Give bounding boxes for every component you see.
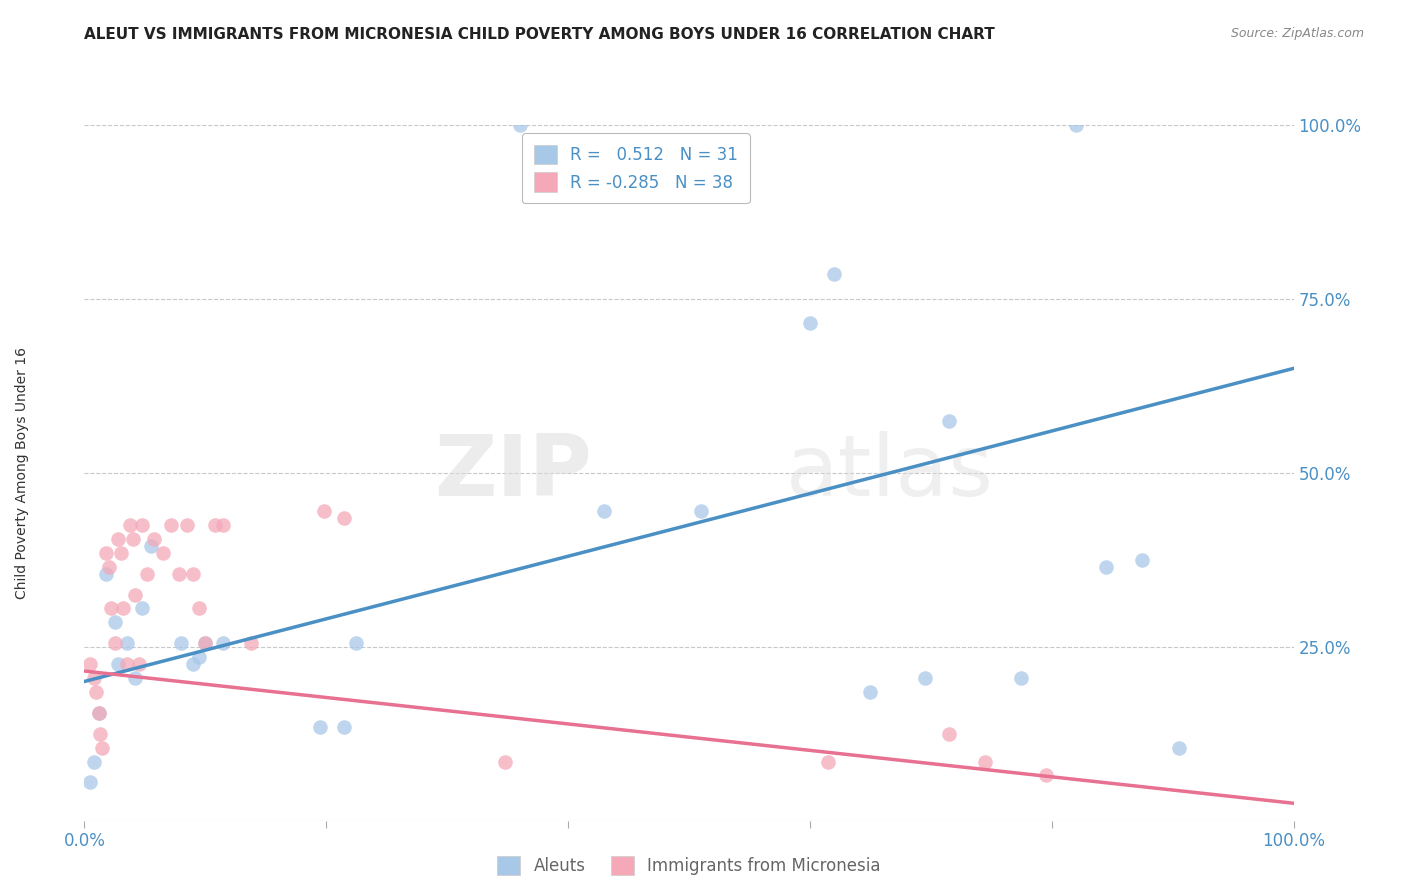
Point bbox=[87, 706, 110, 720]
Point bbox=[167, 566, 190, 581]
Point bbox=[181, 566, 204, 581]
Point bbox=[131, 517, 153, 532]
Point bbox=[152, 546, 174, 560]
Point bbox=[97, 559, 120, 574]
Point bbox=[194, 636, 217, 650]
Point bbox=[94, 546, 117, 560]
Point bbox=[509, 118, 531, 132]
Point bbox=[346, 636, 368, 650]
Point bbox=[139, 539, 162, 553]
Y-axis label: Child Poverty Among Boys Under 16: Child Poverty Among Boys Under 16 bbox=[15, 347, 28, 599]
Point bbox=[124, 587, 146, 601]
Point bbox=[817, 755, 839, 769]
Point bbox=[333, 720, 356, 734]
Point bbox=[120, 517, 142, 532]
Point bbox=[121, 532, 143, 546]
Point bbox=[1064, 118, 1087, 132]
Point bbox=[494, 755, 516, 769]
Legend: Aleuts, Immigrants from Micronesia: Aleuts, Immigrants from Micronesia bbox=[491, 849, 887, 882]
Point bbox=[799, 316, 821, 330]
Point bbox=[136, 566, 159, 581]
Point bbox=[83, 671, 105, 685]
Point bbox=[87, 706, 110, 720]
Point bbox=[83, 755, 105, 769]
Point bbox=[79, 657, 101, 671]
Point bbox=[131, 601, 153, 615]
Point bbox=[309, 720, 332, 734]
Point bbox=[91, 740, 114, 755]
Point bbox=[188, 650, 211, 665]
Point bbox=[104, 615, 127, 630]
Point bbox=[128, 657, 150, 671]
Point bbox=[160, 517, 183, 532]
Point bbox=[188, 601, 211, 615]
Point bbox=[690, 504, 713, 518]
Point bbox=[212, 636, 235, 650]
Point bbox=[181, 657, 204, 671]
Point bbox=[312, 504, 335, 518]
Text: Source: ZipAtlas.com: Source: ZipAtlas.com bbox=[1230, 27, 1364, 40]
Point bbox=[938, 726, 960, 740]
Point bbox=[100, 601, 122, 615]
Point bbox=[94, 566, 117, 581]
Point bbox=[170, 636, 193, 650]
Point bbox=[89, 726, 111, 740]
Point bbox=[240, 636, 263, 650]
Point bbox=[1130, 552, 1153, 567]
Point bbox=[107, 532, 129, 546]
Point bbox=[593, 504, 616, 518]
Text: atlas: atlas bbox=[786, 431, 994, 515]
Point bbox=[124, 671, 146, 685]
Point bbox=[859, 685, 882, 699]
Point bbox=[914, 671, 936, 685]
Point bbox=[1010, 671, 1032, 685]
Text: ALEUT VS IMMIGRANTS FROM MICRONESIA CHILD POVERTY AMONG BOYS UNDER 16 CORRELATIO: ALEUT VS IMMIGRANTS FROM MICRONESIA CHIL… bbox=[84, 27, 995, 42]
Point bbox=[143, 532, 166, 546]
Point bbox=[938, 414, 960, 428]
Point bbox=[104, 636, 127, 650]
Point bbox=[115, 636, 138, 650]
Point bbox=[333, 511, 356, 525]
Point bbox=[1035, 768, 1057, 782]
Point bbox=[204, 517, 226, 532]
Point bbox=[1167, 740, 1189, 755]
Point bbox=[112, 601, 135, 615]
Point bbox=[79, 775, 101, 789]
Point bbox=[176, 517, 198, 532]
Point bbox=[194, 636, 217, 650]
Point bbox=[212, 517, 235, 532]
Point bbox=[86, 685, 108, 699]
Point bbox=[823, 268, 845, 282]
Point bbox=[974, 755, 997, 769]
Point bbox=[110, 546, 132, 560]
Point bbox=[107, 657, 129, 671]
Point bbox=[1095, 559, 1118, 574]
Text: ZIP: ZIP bbox=[434, 431, 592, 515]
Point bbox=[115, 657, 138, 671]
